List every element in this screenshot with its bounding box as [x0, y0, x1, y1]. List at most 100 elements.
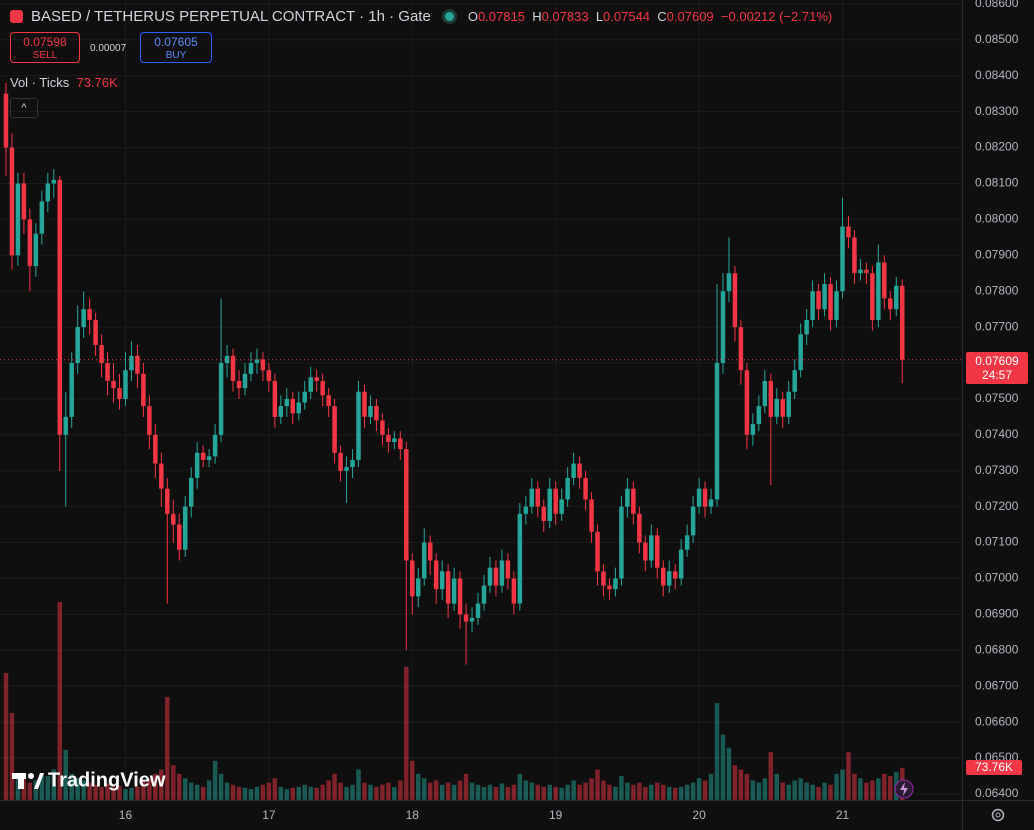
settings-icon[interactable] [991, 808, 1005, 822]
buy-button[interactable]: 0.07605 BUY [140, 32, 212, 63]
candle-body [230, 355, 236, 381]
volume-bar [135, 786, 140, 800]
volume-bar [326, 780, 331, 800]
candle-body [529, 488, 535, 507]
volume-bar [529, 782, 535, 800]
volume-bar [852, 773, 857, 800]
candle-body [200, 452, 206, 460]
volume-bar [421, 778, 427, 800]
volume-bar [744, 773, 750, 800]
candle-body [643, 542, 648, 561]
candle-body [129, 355, 134, 371]
x-tick-label: 20 [692, 808, 706, 822]
volume-bar [756, 782, 762, 800]
volume-bar [433, 780, 439, 800]
candle-body [404, 449, 409, 561]
volume-bar [93, 784, 98, 800]
candle-body [493, 567, 499, 586]
candle-body [607, 585, 612, 590]
volume-value: 73.76K [76, 75, 118, 90]
tradingview-logo: TradingView [12, 769, 166, 791]
volume-bar [834, 773, 839, 800]
volume-bar [338, 782, 343, 800]
candle-body [302, 391, 307, 403]
y-tick-label: 0.08600 [975, 0, 1019, 10]
volume-bar [230, 784, 236, 800]
volume-bar [308, 786, 313, 800]
candle-body [678, 549, 684, 579]
volume-bar [876, 778, 881, 800]
candle-body [159, 463, 164, 489]
volume-bar [702, 780, 708, 800]
candle-body [75, 327, 80, 364]
sell-button[interactable]: 0.07598 SELL [10, 32, 80, 63]
volume-bar [87, 782, 92, 800]
change: −0.00212 (−2.71%) [720, 9, 833, 24]
volume-bar [296, 786, 301, 800]
volume-bar [762, 778, 768, 800]
volume-bar [487, 784, 493, 800]
volume-bar [39, 773, 45, 800]
candle-body [768, 380, 774, 417]
collapse-button[interactable]: ^ [10, 98, 38, 118]
candle-body [726, 273, 732, 292]
volume-bar [33, 780, 39, 800]
candle-body [798, 334, 803, 371]
volume-bar [290, 787, 296, 800]
volume-bar [147, 778, 152, 800]
candle-body [828, 284, 833, 320]
volume-bar [541, 786, 546, 800]
volume-bar [798, 778, 803, 800]
volume-bar [649, 784, 654, 800]
y-tick-label: 0.07100 [975, 535, 1019, 549]
c-label: C [657, 9, 667, 24]
sell-label: SELL [32, 50, 58, 61]
candle-body [433, 560, 439, 590]
volume-bar [302, 784, 307, 800]
candle-body [852, 237, 857, 274]
candle-body [177, 524, 182, 550]
volume-tag: 73.76K [966, 760, 1022, 775]
candle-body [583, 477, 588, 500]
alert-icon[interactable] [894, 779, 914, 799]
volume-bar [750, 780, 756, 800]
o-label: O [467, 9, 478, 24]
volume-bar [768, 752, 774, 800]
candle-body [398, 438, 403, 450]
volume-bar [547, 784, 552, 800]
candle-body [661, 567, 666, 586]
volume-bar [63, 749, 68, 800]
volume-bar [810, 784, 815, 800]
candle-body [39, 201, 45, 234]
volume-bar [182, 778, 188, 800]
volume-bar [194, 784, 200, 800]
volume-bar [57, 602, 62, 800]
volume-bar [344, 786, 349, 800]
volume-bar [595, 769, 600, 800]
volume-bar [159, 769, 164, 800]
l-value: 0.07544 [603, 9, 651, 24]
volume-bar [708, 773, 714, 800]
volume-bar [51, 769, 57, 800]
candle-body [344, 467, 349, 471]
volume-bar [9, 712, 15, 800]
candle-body [834, 291, 839, 320]
volume-bar [284, 789, 290, 800]
candle-body [421, 542, 427, 579]
candle-body [439, 571, 445, 590]
y-tick-label: 0.07700 [975, 319, 1019, 333]
volume-bar [655, 782, 660, 800]
volume-bar [463, 773, 469, 800]
volume-bar [475, 784, 481, 800]
volume-bar [439, 784, 445, 800]
volume-bar [780, 782, 785, 800]
volume-bar [840, 769, 845, 800]
candle-body [684, 535, 690, 550]
volume-bar [607, 784, 612, 800]
l-label: L [595, 9, 604, 24]
volume-bar [218, 773, 224, 800]
candle-body [45, 183, 51, 202]
candle-body [266, 370, 272, 381]
volume-bar [410, 760, 415, 800]
